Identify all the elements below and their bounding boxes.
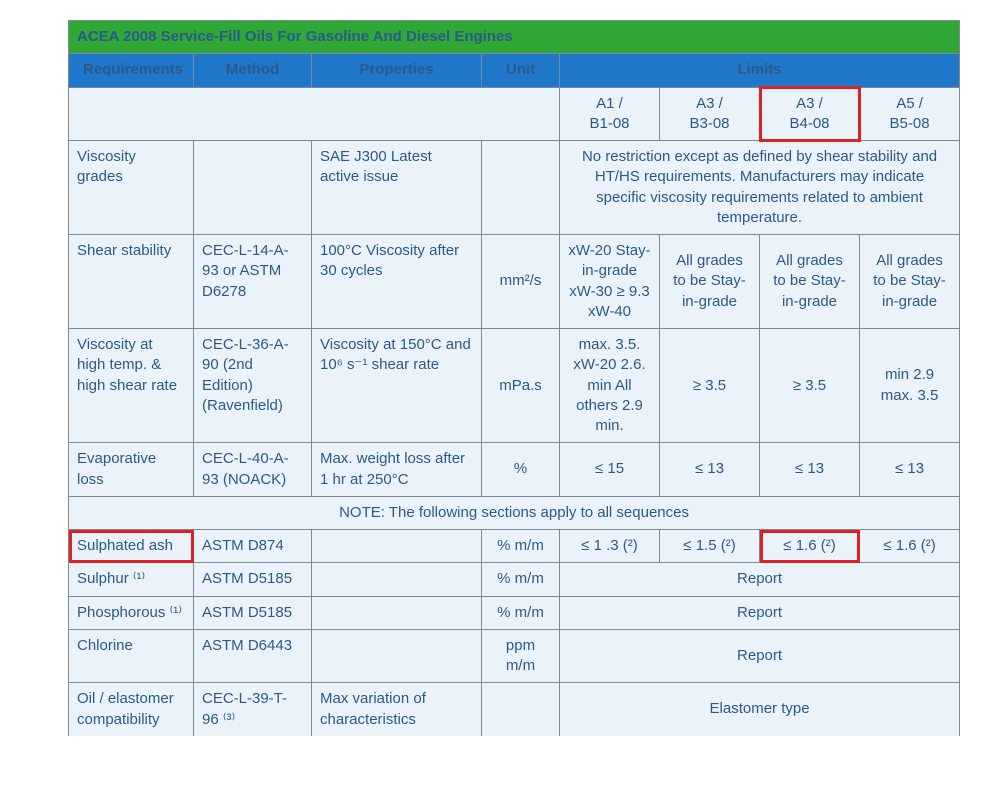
prop — [312, 530, 482, 563]
note-text: NOTE: The following sections apply to al… — [69, 496, 960, 529]
row-elastomer: Oil / elastomer compatibility CEC-L-39-T… — [69, 683, 960, 736]
prop — [312, 596, 482, 629]
method: CEC-L-40-A-93 (NOACK) — [194, 443, 312, 497]
hdr-requirements: Requirements — [69, 54, 194, 87]
req: Chlorine — [69, 629, 194, 683]
header-row: Requirements Method Properties Unit Limi… — [69, 54, 960, 87]
prop: Max. weight loss after 1 hr at 250°C — [312, 443, 482, 497]
prop — [312, 563, 482, 596]
unit — [482, 683, 560, 736]
method: CEC-L-14-A-93 or ASTM D6278 — [194, 235, 312, 329]
req: Sulphated ash — [69, 530, 194, 563]
lim-a5b5: ≤ 13 — [860, 443, 960, 497]
limits: Elastomer type — [560, 683, 960, 736]
unit: mm²/s — [482, 235, 560, 329]
req: Evaporative loss — [69, 443, 194, 497]
row-sulphated-ash: Sulphated ash ASTM D874 % m/m ≤ 1 .3 (²)… — [69, 530, 960, 563]
unit: mPa.s — [482, 329, 560, 443]
limits: Report — [560, 596, 960, 629]
unit — [482, 141, 560, 235]
col-a5b5: A5 /B5-08 — [860, 87, 960, 141]
col-a1b1: A1 /B1-08 — [560, 87, 660, 141]
lim-a3b3: ≤ 13 — [660, 443, 760, 497]
lim-a3b4: ≤ 1.6 (²) — [760, 530, 860, 563]
lim-a3b3: ≤ 1.5 (²) — [660, 530, 760, 563]
limits: No restriction except as defined by shea… — [560, 141, 960, 235]
req: Viscosity at high temp. & high shear rat… — [69, 329, 194, 443]
hdr-method: Method — [194, 54, 312, 87]
row-viscosity-grades: Viscosity grades SAE J300 Latest active … — [69, 141, 960, 235]
req: Oil / elastomer compatibility — [69, 683, 194, 736]
lim-a3b4: ≥ 3.5 — [760, 329, 860, 443]
unit: % m/m — [482, 596, 560, 629]
method: ASTM D5185 — [194, 563, 312, 596]
limit-subheader-row: A1 /B1-08 A3 /B3-08 A3 /B4-08 A5 /B5-08 — [69, 87, 960, 141]
row-evaporative-loss: Evaporative loss CEC-L-40-A-93 (NOACK) M… — [69, 443, 960, 497]
method: ASTM D874 — [194, 530, 312, 563]
lim-a1b1: xW-20 Stay-in-grade xW-30 ≥ 9.3 xW-40 — [560, 235, 660, 329]
unit: % m/m — [482, 530, 560, 563]
row-hths: Viscosity at high temp. & high shear rat… — [69, 329, 960, 443]
lim-a1b1: ≤ 15 — [560, 443, 660, 497]
lim-a3b4: All grades to be Stay-in-grade — [760, 235, 860, 329]
hdr-limits: Limits — [560, 54, 960, 87]
req: Sulphur ⁽¹⁾ — [69, 563, 194, 596]
row-note: NOTE: The following sections apply to al… — [69, 496, 960, 529]
req: Viscosity grades — [69, 141, 194, 235]
lim-a5b5: ≤ 1.6 (²) — [860, 530, 960, 563]
table-title: ACEA 2008 Service-Fill Oils For Gasoline… — [69, 21, 960, 54]
row-phosphorous: Phosphorous ⁽¹⁾ ASTM D5185 % m/m Report — [69, 596, 960, 629]
hdr-unit: Unit — [482, 54, 560, 87]
prop — [312, 629, 482, 683]
col-a3b4: A3 /B4-08 — [760, 87, 860, 141]
unit: % m/m — [482, 563, 560, 596]
prop: Max variation of characteristics — [312, 683, 482, 736]
lim-a5b5: min 2.9 max. 3.5 — [860, 329, 960, 443]
lim-a3b4: ≤ 13 — [760, 443, 860, 497]
method: ASTM D6443 — [194, 629, 312, 683]
lim-a3b3: All grades to be Stay-in-grade — [660, 235, 760, 329]
lim-a5b5: All grades to be Stay-in-grade — [860, 235, 960, 329]
prop: SAE J300 Latest active issue — [312, 141, 482, 235]
lim-a3b3: ≥ 3.5 — [660, 329, 760, 443]
method — [194, 141, 312, 235]
title-row: ACEA 2008 Service-Fill Oils For Gasoline… — [69, 21, 960, 54]
prop: Viscosity at 150°C and 10⁶ s⁻¹ shear rat… — [312, 329, 482, 443]
limits: Report — [560, 563, 960, 596]
hdr-properties: Properties — [312, 54, 482, 87]
method: CEC-L-36-A-90 (2nd Edition) (Ravenfield) — [194, 329, 312, 443]
page: ACEA 2008 Service-Fill Oils For Gasoline… — [0, 0, 997, 808]
spec-table: ACEA 2008 Service-Fill Oils For Gasoline… — [68, 20, 960, 736]
req: Shear stability — [69, 235, 194, 329]
req: Phosphorous ⁽¹⁾ — [69, 596, 194, 629]
method: CEC-L-39-T-96 ⁽³⁾ — [194, 683, 312, 736]
method: ASTM D5185 — [194, 596, 312, 629]
unit: ppm m/m — [482, 629, 560, 683]
row-shear-stability: Shear stability CEC-L-14-A-93 or ASTM D6… — [69, 235, 960, 329]
col-a3b3: A3 /B3-08 — [660, 87, 760, 141]
row-chlorine: Chlorine ASTM D6443 ppm m/m Report — [69, 629, 960, 683]
prop: 100°C Viscosity after 30 cycles — [312, 235, 482, 329]
limits: Report — [560, 629, 960, 683]
row-sulphur: Sulphur ⁽¹⁾ ASTM D5185 % m/m Report — [69, 563, 960, 596]
lim-a1b1: ≤ 1 .3 (²) — [560, 530, 660, 563]
lim-a1b1: max. 3.5. xW-20 2.6. min All others 2.9 … — [560, 329, 660, 443]
unit: % — [482, 443, 560, 497]
